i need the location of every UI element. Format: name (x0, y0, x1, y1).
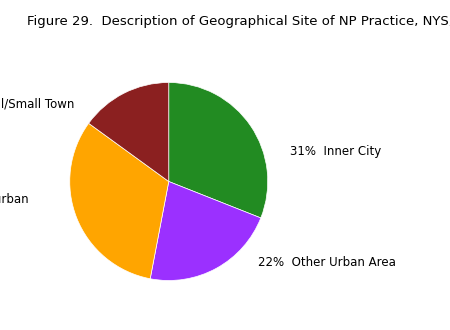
Text: 22%  Other Urban Area: 22% Other Urban Area (258, 256, 396, 269)
Wedge shape (70, 123, 169, 279)
Wedge shape (150, 182, 261, 280)
Wedge shape (89, 82, 169, 182)
Text: 31%  Inner City: 31% Inner City (289, 145, 381, 158)
Text: 15%  Rural/Small Town: 15% Rural/Small Town (0, 98, 75, 111)
Text: 32%  Surburban: 32% Surburban (0, 193, 28, 206)
Text: Figure 29.  Description of Geographical Site of NP Practice, NYS, 2000: Figure 29. Description of Geographical S… (27, 15, 450, 28)
Wedge shape (169, 82, 268, 218)
